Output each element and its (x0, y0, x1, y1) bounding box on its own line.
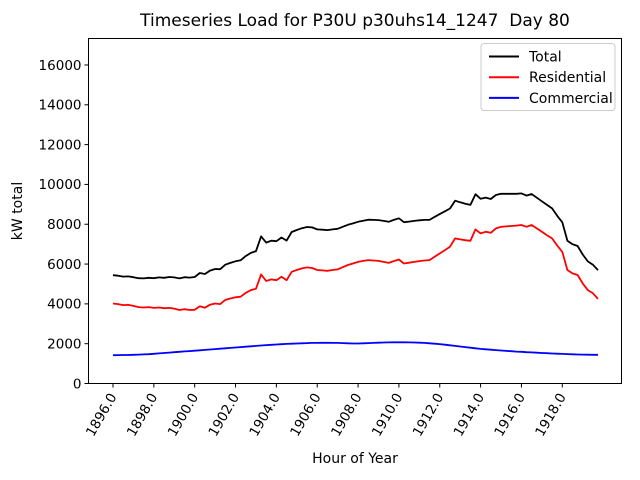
legend-box (480, 43, 616, 111)
y-axis-label: kW total (10, 182, 26, 240)
series-line-commercial (112, 341, 598, 357)
y-tick-label: 14000 (39, 98, 82, 114)
legend: Total Residential Commercial (480, 43, 616, 111)
legend-label-total: Total (528, 50, 562, 66)
series-line-residential (112, 224, 599, 311)
chart-title: Timeseries Load for P30U p30uhs14_1247 D… (139, 11, 570, 31)
y-tick-label: 16000 (39, 58, 82, 74)
y-tick-label: 2000 (47, 336, 81, 352)
y-tick-label: 4000 (47, 297, 81, 313)
legend-label-residential: Residential (529, 70, 606, 86)
series-line-total (112, 192, 599, 280)
y-tick-label: 0 (73, 376, 82, 392)
y-tick-label: 10000 (39, 177, 82, 193)
x-axis-label: Hour of Year (312, 451, 398, 467)
y-tick-label: 8000 (47, 217, 81, 233)
legend-label-commercial: Commercial (529, 91, 613, 107)
y-tick-label: 12000 (39, 137, 82, 153)
series-lines (112, 192, 599, 357)
y-tick-label: 6000 (47, 257, 81, 273)
y-axis-ticks: 0 2000 4000 6000 8000 10000 12000 14000 16000 (39, 58, 89, 392)
